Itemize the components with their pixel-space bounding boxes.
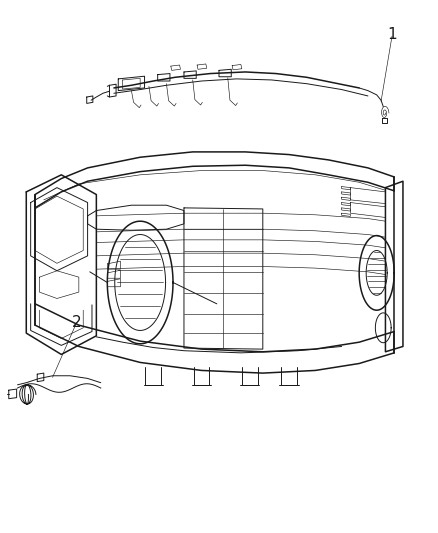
Text: 1: 1 — [387, 27, 397, 42]
Text: 2: 2 — [72, 315, 81, 330]
